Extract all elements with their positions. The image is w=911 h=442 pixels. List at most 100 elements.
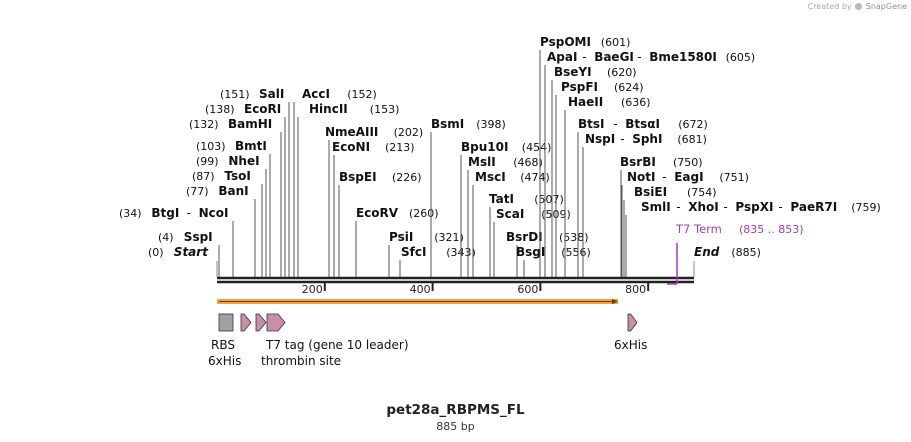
site-btsi: BtsI - BtsαI (672)	[577, 117, 708, 277]
site-pos-bsrbi: (750)	[673, 156, 703, 169]
site-nmeaiii: NmeAIII (202)	[325, 125, 423, 277]
site-name-sspi: SspI	[184, 230, 213, 244]
site-pspomi: PspOMI (601)	[539, 35, 630, 277]
site-pos-nspi: (681)	[677, 133, 707, 146]
site-bsrdi: BsrDI (538)	[506, 230, 589, 277]
site-bani: (77) BanI	[186, 184, 256, 277]
site-name-bamhi: BamHI	[228, 117, 272, 131]
site-name-bsgi: BsgI	[516, 245, 545, 259]
site-pos-tati: (507)	[534, 193, 564, 206]
snapgene-logo-icon	[855, 3, 863, 10]
site-bsrbi: BsrBI (750)	[620, 155, 703, 277]
site-name-bsiei: BsiEI	[634, 185, 667, 199]
site-bsgi: BsgI (556)	[516, 245, 591, 277]
site-end: End (885)	[693, 245, 761, 277]
feature-6xhis-4	[627, 313, 638, 332]
site-nspi: NspI - SphI (681)	[582, 132, 707, 277]
site-pos-ecori: (138)	[205, 103, 235, 116]
site-psii: PsiI (321)	[388, 230, 464, 277]
site-pos-nmeaiii: (202)	[394, 126, 424, 139]
feature-thrombin-site-3	[266, 313, 286, 332]
site-pos-btgi: (34)	[119, 207, 142, 220]
credit-brand: SnapGene	[865, 2, 907, 11]
site-separator: -	[637, 50, 641, 64]
scale-tick-label: 600	[517, 283, 538, 296]
site-bseyi: BseYI (620)	[551, 65, 637, 277]
site-btgi: (34) BtgI - NcoI	[119, 206, 234, 277]
feature-label-rbs: RBS	[211, 338, 235, 352]
site-pos-sspi: (4)	[158, 231, 174, 244]
snapgene-credit: Created by SnapGene	[808, 2, 907, 11]
site-pos-bmti: (103)	[196, 140, 226, 153]
site-separator: -	[676, 200, 680, 214]
site-pos-end: (885)	[731, 246, 761, 259]
plasmid-length: 885 bp	[436, 420, 475, 433]
site-sfci: SfcI (343)	[399, 245, 476, 277]
site-name-eagi: EagI	[674, 170, 703, 184]
site-name-apai: ApaI	[547, 50, 577, 64]
feature-label-thrombin-site: thrombin site	[261, 354, 341, 368]
site-scai: ScaI (509)	[493, 207, 571, 277]
site-pos-smli: (759)	[851, 201, 881, 214]
site-pos-bseyi: (620)	[607, 66, 637, 79]
site-name-sphi: SphI	[632, 132, 662, 146]
scale-tick-label: 400	[410, 283, 431, 296]
site-name-bsrdi: BsrDI	[506, 230, 543, 244]
plasmid-name: pet28a_RBPMS_FL	[386, 402, 525, 418]
site-pos-msli: (468)	[513, 156, 543, 169]
site-separator: -	[778, 200, 782, 214]
site-pos-bamhi: (132)	[189, 118, 219, 131]
site-pos-hincii: (153)	[370, 103, 400, 116]
site-name-paer7i: PaeR7I	[790, 200, 837, 214]
site-name-bpu10i: Bpu10I	[461, 140, 508, 154]
feature-label-6xhis: 6xHis	[208, 354, 241, 368]
site-nhei: (99) NheI	[196, 154, 267, 277]
site-separator: -	[582, 50, 586, 64]
site-name-nmeaiii: NmeAIII	[325, 125, 378, 139]
site-name-btgi: BtgI	[151, 206, 179, 220]
site-name-bani: BanI	[218, 184, 248, 198]
site-pos-msci: (474)	[520, 171, 550, 184]
site-pos-tsoi: (87)	[192, 170, 215, 183]
site-apai: ApaI - BaeGI - Bme1580I (605)	[544, 50, 755, 277]
site-name-scai: ScaI	[496, 207, 524, 221]
scale-tick-label: 800	[625, 283, 646, 296]
site-bspei: BspEI (226)	[338, 170, 422, 277]
site-name-acci: AccI	[302, 87, 330, 101]
site-separator: -	[187, 206, 191, 220]
site-start: (0) Start	[148, 245, 218, 277]
site-pos-bsrdi: (538)	[559, 231, 589, 244]
site-name-bmti: BmtI	[235, 139, 267, 153]
site-ecori: (138) EcoRI	[205, 102, 286, 277]
feature-rbs-0	[218, 313, 234, 332]
site-separator: -	[620, 132, 624, 146]
site-haeii: HaeII (636)	[564, 95, 651, 277]
site-name-tsoi: TsoI	[224, 169, 250, 183]
site-separator: -	[662, 170, 666, 184]
site-pspfi: PspFI (624)	[555, 80, 644, 277]
site-name-hincii: HincII	[309, 102, 348, 116]
site-acci: AccI (152)	[293, 87, 377, 277]
site-name-sali: SalI	[259, 87, 284, 101]
site-pos-bsmi: (398)	[476, 118, 506, 131]
site-name-msli: MslI	[468, 155, 496, 169]
site-name-tati: TatI	[489, 192, 514, 206]
site-pos-acci: (152)	[347, 88, 377, 101]
terminator-coords: (835 .. 853)	[739, 223, 804, 236]
site-hincii: HincII (153)	[297, 102, 400, 277]
site-name-pspfi: PspFI	[561, 80, 598, 94]
site-name-bts-i: BtsαI	[625, 117, 660, 131]
site-msli: MslI (468)	[467, 155, 543, 277]
site-name-smli: SmlI	[641, 200, 671, 214]
site-pos-ecorv: (260)	[409, 207, 439, 220]
site-noti: NotI - EagI (751)	[621, 170, 749, 277]
site-name-nhei: NheI	[228, 154, 259, 168]
site-bsmi: BsmI (398)	[430, 117, 506, 277]
site-bamhi: (132) BamHI	[189, 117, 282, 277]
site-name-bsmi: BsmI	[431, 117, 464, 131]
site-pos-bpu10i: (454)	[522, 141, 552, 154]
site-bpu10i: Bpu10I (454)	[460, 140, 552, 277]
site-pos-bsgi: (556)	[561, 246, 591, 259]
site-msci: MscI (474)	[472, 170, 550, 277]
